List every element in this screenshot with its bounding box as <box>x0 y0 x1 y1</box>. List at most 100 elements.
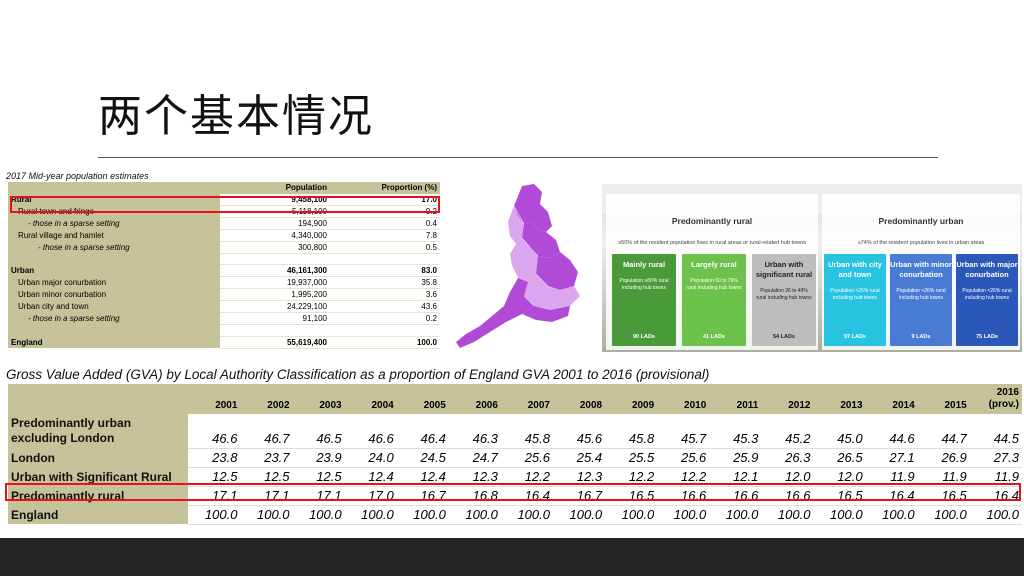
gva-year: 2002 <box>240 384 293 414</box>
row-name: Urban minor conurbation <box>8 288 220 301</box>
class-box-urban-major-conurbation: Urban with major conurbation Population … <box>956 254 1018 346</box>
gva-year: 2008 <box>553 384 606 414</box>
row-name: Rural <box>8 193 220 206</box>
class-box-urban-minor-conurbation: Urban with minor conurbation Population … <box>890 254 952 346</box>
row-proportion: 0.4 <box>330 217 440 230</box>
gva-cell: 12.0 <box>813 467 866 487</box>
gva-year: 2014 <box>865 384 918 414</box>
gva-year: 2013 <box>813 384 866 414</box>
class-box-heading: Largely rural <box>691 260 737 269</box>
gva-cell: 26.3 <box>761 448 814 468</box>
gva-cell: 45.7 <box>657 414 710 449</box>
gva-cell: 45.6 <box>553 414 606 449</box>
gva-cell: 25.6 <box>657 448 710 468</box>
population-header-blank <box>8 182 220 194</box>
gva-row-name: Predominantly urban excluding London <box>8 414 189 448</box>
class-box-lads: 97 LADs <box>843 334 866 340</box>
gva-cell: 44.5 <box>969 414 1022 449</box>
gva-year: 2009 <box>605 384 658 414</box>
rural-highlight-box <box>10 196 440 213</box>
row-name <box>8 324 220 337</box>
row-population: 4,340,000 <box>220 229 330 242</box>
class-box-lads: 41 LADs <box>702 334 725 340</box>
row-name: - those in a sparse setting <box>8 241 220 254</box>
gva-cell: 12.1 <box>709 467 762 487</box>
gva-cell: 25.5 <box>605 448 658 468</box>
row-name: England <box>8 336 220 349</box>
table-row: Urban minor conurbation 1,995,200 3.6 <box>8 288 440 302</box>
gva-cell: 45.0 <box>813 414 866 449</box>
row-name: Urban <box>8 264 220 277</box>
table-row: Predominantly urban excluding London 46.… <box>8 414 1022 449</box>
row-proportion: 0.2 <box>330 312 440 326</box>
map-region-northwest <box>508 206 524 244</box>
gva-year: 2010 <box>657 384 710 414</box>
gva-cell: 12.3 <box>553 467 606 487</box>
class-box-lads: 9 LADs <box>911 334 931 340</box>
gva-cell: 44.6 <box>865 414 918 449</box>
gva-cell: 26.5 <box>813 448 866 468</box>
gva-cell: 12.2 <box>605 467 658 487</box>
gva-cell: 23.7 <box>240 448 293 468</box>
class-box-heading: Urban with major conurbation <box>956 260 1018 279</box>
row-population: 19,937,000 <box>220 276 330 290</box>
table-row: - those in a sparse setting 300,800 0.5 <box>8 241 440 254</box>
table-row-spacer <box>8 253 440 266</box>
gva-cell: 100.0 <box>865 505 918 525</box>
population-header-population: Population <box>220 182 330 194</box>
rural-panel-subtitle: ≥50% of the resident population lives in… <box>618 240 806 246</box>
population-table: Population Proportion (%) Rural 9,458,10… <box>8 182 440 349</box>
row-name <box>8 253 220 265</box>
gva-cell: 46.5 <box>292 414 345 449</box>
map-region-south <box>522 306 570 322</box>
table-row: Urban major conurbation 19,937,000 35.8 <box>8 276 440 290</box>
gva-cell: 12.5 <box>188 467 241 487</box>
row-population: 24,229,100 <box>220 300 330 314</box>
row-name: - those in a sparse setting <box>8 217 220 230</box>
gva-header-blank <box>8 384 189 414</box>
class-box-largely-rural: Largely rural Population 50 to 79% rural… <box>682 254 746 346</box>
gva-cell: 100.0 <box>917 505 970 525</box>
gva-row-name: Urban with Significant Rural <box>8 467 189 486</box>
gva-year: 2003 <box>292 384 345 414</box>
gva-cell: 100.0 <box>813 505 866 525</box>
gva-cell: 100.0 <box>188 505 241 525</box>
footer-bar <box>0 538 1024 576</box>
rural-panel-title: Predominantly rural <box>671 216 753 226</box>
gva-cell: 12.0 <box>761 467 814 487</box>
row-proportion: 83.0 <box>330 264 440 278</box>
map-region-borders <box>511 205 549 307</box>
gva-cell: 45.8 <box>500 414 553 449</box>
row-name: Rural village and hamlet <box>8 229 220 242</box>
class-box-desc: Population <26% rural including hub town… <box>962 288 1012 301</box>
class-box-heading: Urban with minor conurbation <box>890 260 952 279</box>
gva-cell: 12.5 <box>292 467 345 487</box>
table-row: - those in a sparse setting 194,900 0.4 <box>8 217 440 230</box>
gva-cell: 45.8 <box>605 414 658 449</box>
class-box-lads: 75 LADs <box>975 334 998 340</box>
gva-cell: 27.3 <box>969 448 1022 468</box>
england-classification-map <box>456 184 580 348</box>
table-row-spacer <box>8 324 440 337</box>
gva-caption: Gross Value Added (GVA) by Local Authori… <box>6 367 710 382</box>
gva-year: 2015 <box>917 384 970 414</box>
gva-row-name: London <box>8 448 189 467</box>
class-box-heading: Urban with significant rural <box>755 260 813 279</box>
row-population: 1,995,200 <box>220 288 330 302</box>
title-divider <box>98 157 938 158</box>
gva-cell: 24.5 <box>396 448 449 468</box>
map-region-east <box>536 252 578 290</box>
gva-cell: 12.5 <box>240 467 293 487</box>
gva-year: 2007 <box>500 384 553 414</box>
gva-cell: 100.0 <box>448 505 501 525</box>
row-proportion <box>330 324 440 337</box>
gva-cell: 11.9 <box>865 467 918 487</box>
row-proportion: 0.5 <box>330 241 440 254</box>
slide-title: 两个基本情况 <box>98 91 374 142</box>
gva-cell: 12.4 <box>396 467 449 487</box>
row-name: Urban city and town <box>8 300 220 313</box>
gva-row-name: England <box>8 505 189 524</box>
row-population: 300,800 <box>220 241 330 254</box>
class-box-heading: Mainly rural <box>622 260 666 269</box>
gva-cell: 46.6 <box>188 414 241 449</box>
